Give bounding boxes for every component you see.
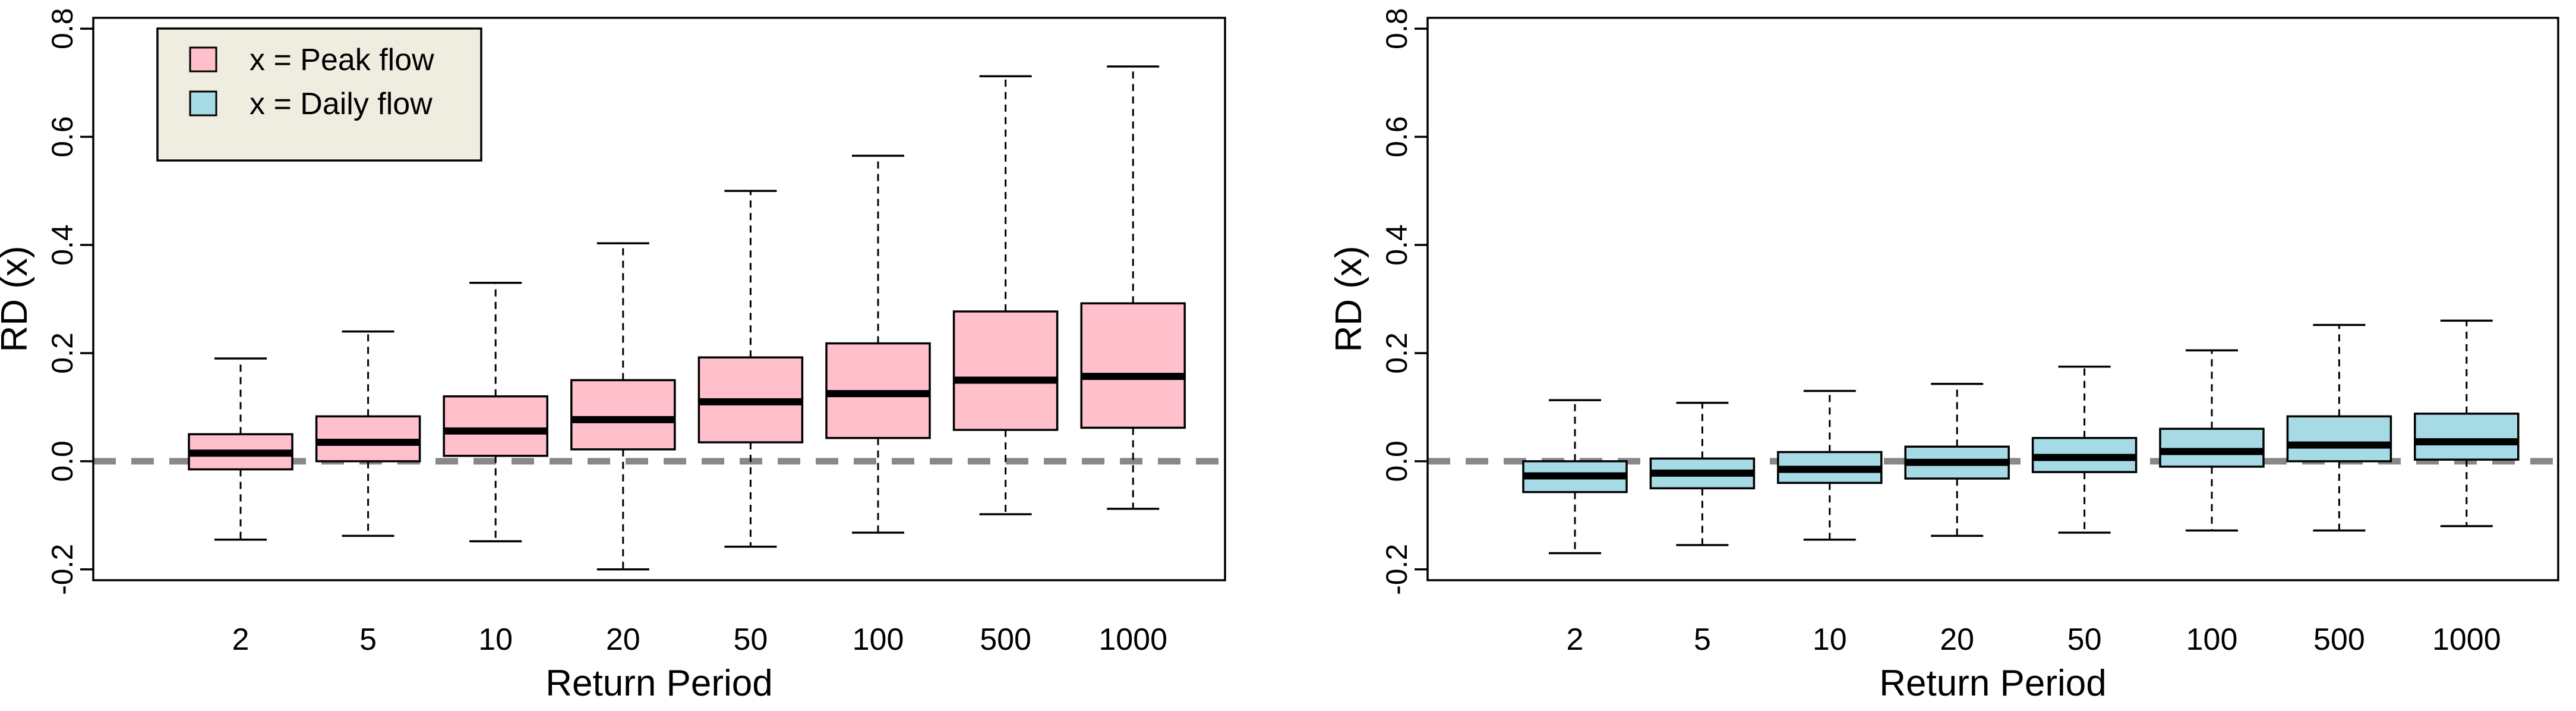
x-tick-label: 100 <box>853 622 904 657</box>
y-axis-title: RD (x) <box>1328 246 1369 352</box>
legend-swatch <box>189 46 217 73</box>
plot-frame <box>1426 17 2559 581</box>
box-50 <box>697 190 804 548</box>
right-panel: -0.2 0.0 0.2 0.4 0.6 0.8 2 5 10 20 50 100 500 1000 Ret… <box>1328 8 2559 704</box>
iqr-box <box>2414 413 2520 461</box>
x-tick-label: 50 <box>733 622 768 657</box>
legend: x = Peak flow x = Daily flow <box>156 27 482 162</box>
box-10 <box>1777 389 1883 541</box>
x-tick-label: 1000 <box>1098 622 1167 657</box>
x-tick-label: 500 <box>980 622 1031 657</box>
x-tick-label: 10 <box>1813 622 1847 657</box>
box-100 <box>825 155 931 534</box>
y-tick-label: 0.2 <box>46 332 79 374</box>
y-tick-label: 0.4 <box>46 224 79 266</box>
box-2 <box>188 357 293 541</box>
y-tick-label: 0.6 <box>1380 116 1413 158</box>
iqr-box <box>443 395 548 457</box>
iqr-box <box>2286 415 2392 463</box>
box-500 <box>952 75 1059 515</box>
box-10 <box>443 281 548 543</box>
box-20 <box>570 242 676 571</box>
x-tick-label: 20 <box>606 622 640 657</box>
y-tick-label: 0.4 <box>1380 224 1413 266</box>
iqr-box <box>1080 302 1186 429</box>
y-tick-label: 0.2 <box>1380 332 1413 374</box>
iqr-box <box>2159 427 2265 468</box>
x-tick-label: 10 <box>478 622 513 657</box>
x-tick-label: 2 <box>1567 622 1584 657</box>
plot-frame <box>92 17 1226 581</box>
iqr-box <box>570 379 676 451</box>
y-tick-label: -0.2 <box>46 544 79 595</box>
box-100 <box>2159 349 2265 532</box>
x-axis-title: Return Period <box>545 663 773 704</box>
box-2 <box>1522 399 1628 555</box>
y-axis-title: RD (x) <box>0 246 35 352</box>
x-tick-label: 500 <box>2313 622 2365 657</box>
x-axis-title: Return Period <box>1879 663 2107 704</box>
x-tick-label: 5 <box>359 622 377 657</box>
y-tick-label: 0.0 <box>1380 441 1413 482</box>
box-5 <box>315 330 421 537</box>
y-tick-label: -0.2 <box>1380 544 1413 595</box>
box-50 <box>2031 365 2138 534</box>
box-1000 <box>1080 65 1186 510</box>
left-panel: -0.2 0.0 0.2 0.4 0.6 0.8 2 5 10 20 50 100 500 1000 Ret… <box>0 8 1226 704</box>
y-tick-label: 0.6 <box>46 116 79 158</box>
y-tick-label: 0.0 <box>46 441 79 482</box>
x-tick-label: 2 <box>232 622 250 657</box>
box-500 <box>2286 323 2392 532</box>
x-tick-label: 100 <box>2186 622 2238 657</box>
y-tick-label: 0.8 <box>1380 8 1413 49</box>
x-tick-label: 5 <box>1694 622 1711 657</box>
box-1000 <box>2414 319 2520 527</box>
box-20 <box>1904 383 2010 537</box>
x-tick-label: 50 <box>2067 622 2102 657</box>
legend-swatch <box>189 90 217 117</box>
legend-label: x = Peak flow <box>250 43 434 77</box>
x-tick-label: 1000 <box>2432 622 2501 657</box>
x-tick-label: 20 <box>1940 622 1974 657</box>
legend-label: x = Daily flow <box>250 87 433 121</box>
box-5 <box>1649 401 1756 546</box>
iqr-box <box>952 310 1059 431</box>
y-tick-label: 0.8 <box>46 8 79 49</box>
